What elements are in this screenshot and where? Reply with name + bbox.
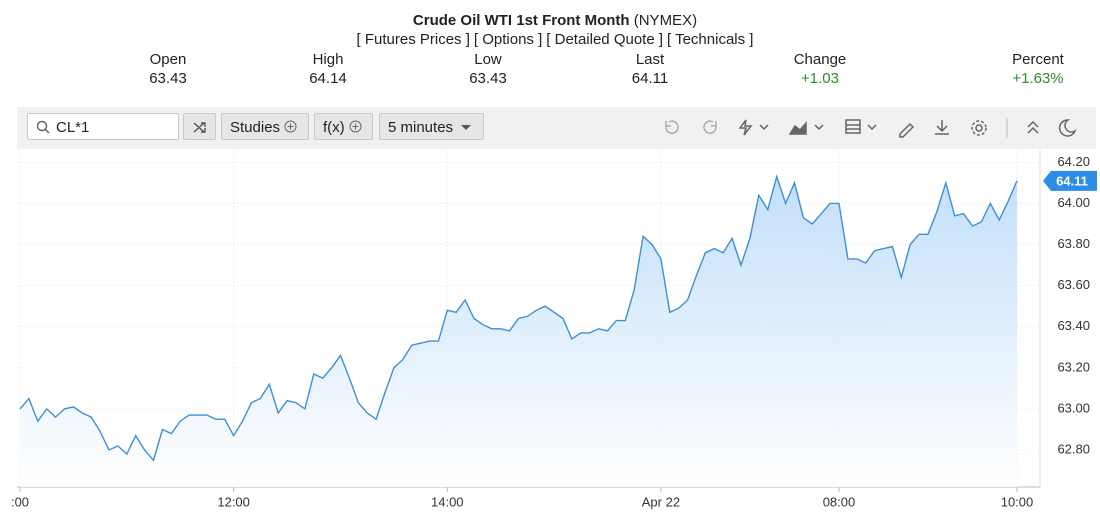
links: [ Futures Prices ][ Options ][ Detailed … <box>0 31 1100 48</box>
link[interactable]: [ Options ] <box>473 31 543 48</box>
last-price-badge <box>1043 170 1097 191</box>
quote: Percent +1.63% <box>978 50 1098 88</box>
quote: Change +1.03 <box>760 50 880 88</box>
y-tick-label: 63.00 <box>1057 400 1090 415</box>
interval-select[interactable]: 5 minutes <box>379 113 484 140</box>
plus-icon <box>349 120 362 133</box>
quote-value: +1.63% <box>1012 70 1064 87</box>
quote-label: Last <box>635 51 665 68</box>
symbol-search[interactable]: CL*1 <box>27 113 179 140</box>
interval: 5 minutes <box>388 119 454 136</box>
x-tick-label: Apr 22 <box>642 494 680 509</box>
fx-button[interactable]: f(x) <box>314 113 373 140</box>
quote-value: +1.03 <box>801 70 839 87</box>
quote-label: Change <box>793 51 847 68</box>
title: Crude Oil WTI 1st Front Month (NYMEX) <box>0 12 1100 29</box>
last-price-label: 64.11 <box>1056 173 1088 188</box>
link[interactable]: [ Detailed Quote ] <box>546 31 664 48</box>
studies: Studies <box>230 119 281 136</box>
x-tick-label: :00 <box>11 494 29 509</box>
caret-icon <box>461 125 472 130</box>
y-tick-label: 63.80 <box>1057 236 1090 251</box>
y-tick-label: 64.00 <box>1057 195 1090 210</box>
toolbar-icons <box>665 118 1077 138</box>
link[interactable]: [ Technicals ] <box>667 31 754 48</box>
y-tick-label: 63.60 <box>1057 277 1090 292</box>
x-tick-label: 10:00 <box>1001 494 1034 509</box>
y-tick-label: 63.20 <box>1057 359 1090 374</box>
quote-value: 63.43 <box>149 70 187 87</box>
quote: Last 64.11 <box>590 50 710 88</box>
studies-button[interactable]: Studies <box>221 113 309 140</box>
line <box>19 174 1018 462</box>
instrument: Crude Oil WTI 1st Front Month <box>412 12 630 29</box>
quote: Open 63.43 <box>108 50 228 88</box>
exchange: (NYMEX) <box>633 12 698 29</box>
y-tick-label: 63.40 <box>1057 318 1090 333</box>
quote-value: 64.14 <box>309 70 347 87</box>
x-tick-label: 14:00 <box>431 494 464 509</box>
y-tick-label: 64.20 <box>1057 154 1090 169</box>
quote-label: Open <box>149 51 187 68</box>
y-tick-label: 62.80 <box>1057 441 1090 456</box>
quote: High 64.14 <box>268 50 388 88</box>
shuffle-icon <box>193 122 206 133</box>
quote-label: Low <box>474 51 502 68</box>
quote-label: Percent <box>1012 51 1064 68</box>
x-tick-label: 08:00 <box>823 494 856 509</box>
link[interactable]: [ Futures Prices ] <box>356 31 470 48</box>
compare-button[interactable] <box>183 113 216 140</box>
search-icon <box>36 120 50 134</box>
quote-label: High <box>312 51 344 68</box>
quote-value: 64.11 <box>631 70 669 87</box>
fx: f(x) <box>323 119 345 136</box>
quote-value: 63.43 <box>469 70 507 87</box>
plus-icon <box>284 120 297 133</box>
area <box>20 176 1017 487</box>
x-tick-label: 12:00 <box>217 494 250 509</box>
symbol: CL*1 <box>56 119 90 136</box>
quote: Low 63.43 <box>428 50 548 88</box>
